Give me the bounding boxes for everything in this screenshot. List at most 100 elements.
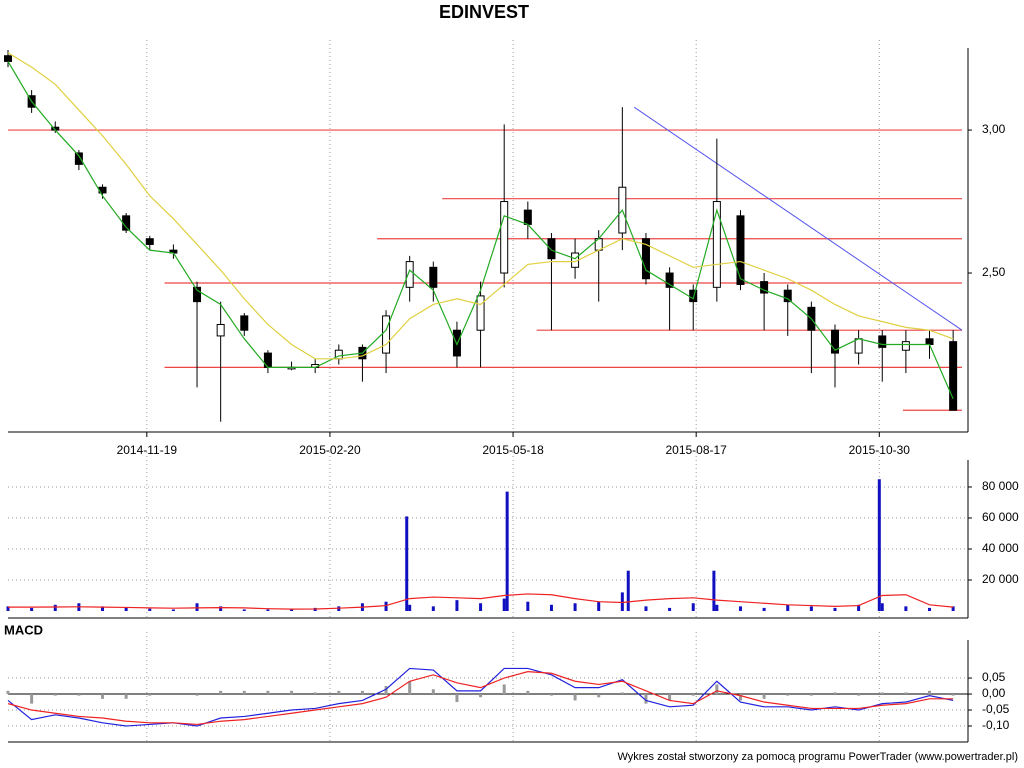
candle-body [665,272,674,288]
volume-bar [620,592,624,611]
volume-bar [505,491,509,611]
chart-title: EDINVEST [439,2,529,22]
histogram-bar [337,690,341,695]
histogram-bar [951,694,955,696]
x-tick-label: 2014-11-19 [117,443,178,457]
histogram-bar [715,684,719,695]
volume-bar [644,606,648,611]
histogram-bar [620,692,624,695]
histogram-bar [549,694,553,696]
histogram-bar [30,694,34,704]
volume-bar [712,570,716,611]
volume-bar [691,603,695,611]
volume-bar [762,607,766,611]
histogram-bar [242,690,246,695]
y-tick-label: 20 000 [982,572,1019,586]
histogram-bar [408,681,412,695]
volume-bar [526,601,530,611]
candle-body [641,238,650,280]
histogram-bar [219,690,223,695]
volume-bar [597,601,601,611]
histogram-bar [455,694,459,703]
x-tick-label: 2015-05-18 [482,443,544,457]
volume-bar [124,607,128,611]
histogram-bar [880,692,884,695]
trend-line [633,106,963,331]
volume-bar [880,603,884,611]
candle-body [523,209,532,225]
candle-body [193,286,202,303]
volume-bar [738,606,742,611]
candle-body [216,323,225,337]
volume-bar [148,608,152,611]
y-tick-label: 60 000 [982,510,1019,524]
volume-bar [101,606,105,611]
candle-body [500,201,509,274]
y-tick-label: 2,50 [982,265,1006,279]
histogram-bar [384,686,388,695]
candle-body [760,281,769,294]
volume-bar [928,607,932,611]
candle-body [878,335,887,348]
volume-bar [219,606,223,611]
volume-bar [786,604,790,611]
y-tick-label: 0,00 [982,686,1006,700]
histogram-bar [360,690,364,695]
volume-bar [405,516,409,611]
histogram-bar [809,694,813,696]
y-tick-label: 0,05 [982,670,1006,684]
histogram-bar [573,694,577,701]
volume-bar [549,604,553,611]
candle-body [949,341,958,411]
candle-body [783,289,792,303]
volume-bar [479,603,483,611]
histogram-bar [668,694,672,701]
histogram-bar [148,694,152,696]
volume-bar [266,609,270,611]
candle-body [382,315,391,354]
histogram-bar [266,690,270,695]
histogram-bar [53,694,57,696]
histogram-bar [857,694,861,696]
volume-bar [573,603,577,611]
volume-bar [384,601,388,611]
moving-average [7,61,954,400]
histogram-bar [290,690,294,695]
candle-body [854,338,863,354]
volume-bar [242,609,246,611]
histogram-bar [833,692,837,695]
x-tick-label: 2015-10-30 [849,443,911,457]
macd-line [7,671,954,726]
histogram-bar [313,692,317,695]
panel-title: MACD [4,622,43,637]
histogram-bar [904,692,908,695]
histogram-bar [786,694,790,696]
volume-bar [951,606,955,611]
y-tick-label: -0,05 [982,702,1010,716]
volume-bar [195,603,199,611]
candle-body [830,329,839,354]
volume-bar [455,600,459,611]
candle-body [736,215,745,285]
volume-bar [502,598,506,611]
volume-bar [53,604,57,611]
volume-bar [904,606,908,611]
histogram-bar [431,689,435,695]
volume-bar [715,604,719,611]
candle-body [476,295,485,331]
y-tick-label: -0,10 [982,718,1010,732]
candle-body [74,152,83,165]
volume-bar [857,604,861,611]
volume-bar [668,607,672,611]
candle-body [240,315,249,331]
histogram-bar [6,690,10,695]
histogram-bar [195,694,199,696]
volume-bar [809,606,813,611]
y-tick-label: 3,00 [982,122,1006,136]
volume-bar [290,609,294,611]
histogram-bar [479,694,483,698]
candle-body [547,238,556,260]
candle-body [712,201,721,288]
x-tick-label: 2015-02-20 [299,443,361,457]
